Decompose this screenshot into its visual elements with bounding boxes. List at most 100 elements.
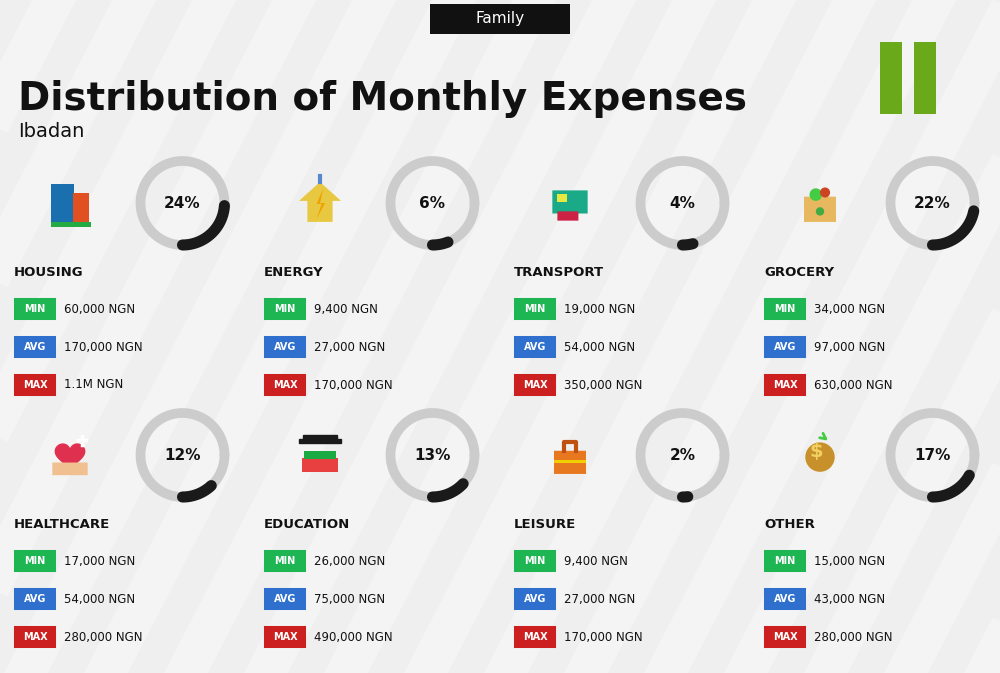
Text: ENERGY: ENERGY [264, 266, 324, 279]
FancyBboxPatch shape [14, 588, 56, 610]
Circle shape [805, 442, 835, 472]
FancyBboxPatch shape [73, 192, 89, 222]
Text: MIN: MIN [524, 304, 546, 314]
FancyBboxPatch shape [804, 197, 836, 222]
FancyBboxPatch shape [557, 194, 567, 202]
FancyBboxPatch shape [430, 4, 570, 34]
Text: OTHER: OTHER [764, 518, 815, 531]
FancyBboxPatch shape [264, 588, 306, 610]
Text: 54,000 NGN: 54,000 NGN [64, 592, 135, 606]
FancyBboxPatch shape [264, 550, 306, 572]
Text: 12%: 12% [164, 448, 201, 462]
Text: MAX: MAX [23, 380, 47, 390]
Text: 43,000 NGN: 43,000 NGN [814, 592, 885, 606]
Text: TRANSPORT: TRANSPORT [514, 266, 604, 279]
Text: AVG: AVG [774, 594, 796, 604]
Text: 24%: 24% [164, 195, 201, 211]
Text: 19,000 NGN: 19,000 NGN [564, 302, 635, 316]
Text: 170,000 NGN: 170,000 NGN [564, 631, 643, 643]
Text: MIN: MIN [524, 556, 546, 566]
FancyBboxPatch shape [764, 550, 806, 572]
FancyBboxPatch shape [264, 336, 306, 358]
Text: MAX: MAX [773, 380, 797, 390]
FancyBboxPatch shape [264, 298, 306, 320]
FancyBboxPatch shape [554, 451, 586, 474]
FancyBboxPatch shape [51, 184, 74, 222]
Text: 27,000 NGN: 27,000 NGN [564, 592, 635, 606]
Text: 22%: 22% [914, 195, 951, 211]
Text: AVG: AVG [24, 594, 46, 604]
Text: MAX: MAX [523, 632, 547, 642]
Circle shape [820, 188, 830, 198]
Text: HEALTHCARE: HEALTHCARE [14, 518, 110, 531]
Text: 350,000 NGN: 350,000 NGN [564, 378, 642, 392]
Circle shape [810, 188, 822, 201]
Text: MIN: MIN [24, 304, 46, 314]
FancyBboxPatch shape [514, 626, 556, 648]
Text: MAX: MAX [523, 380, 547, 390]
Text: 280,000 NGN: 280,000 NGN [64, 631, 143, 643]
FancyBboxPatch shape [14, 298, 56, 320]
Text: 9,400 NGN: 9,400 NGN [564, 555, 628, 567]
Text: MIN: MIN [274, 556, 296, 566]
FancyBboxPatch shape [514, 336, 556, 358]
Text: 75,000 NGN: 75,000 NGN [314, 592, 385, 606]
Text: 17,000 NGN: 17,000 NGN [64, 555, 135, 567]
Text: MIN: MIN [774, 304, 796, 314]
FancyBboxPatch shape [554, 460, 586, 464]
Polygon shape [303, 435, 337, 439]
FancyBboxPatch shape [514, 550, 556, 572]
Text: $: $ [810, 442, 823, 461]
FancyBboxPatch shape [764, 336, 806, 358]
Text: 26,000 NGN: 26,000 NGN [314, 555, 385, 567]
Text: Family: Family [475, 11, 525, 26]
Text: AVG: AVG [274, 342, 296, 352]
Text: 6%: 6% [420, 195, 446, 211]
FancyBboxPatch shape [514, 374, 556, 396]
Text: HOUSING: HOUSING [14, 266, 84, 279]
Polygon shape [317, 188, 325, 219]
Text: 60,000 NGN: 60,000 NGN [64, 302, 135, 316]
Text: MIN: MIN [274, 304, 296, 314]
Polygon shape [55, 444, 85, 470]
FancyBboxPatch shape [264, 374, 306, 396]
Text: 27,000 NGN: 27,000 NGN [314, 341, 385, 353]
Polygon shape [299, 182, 341, 222]
FancyBboxPatch shape [302, 458, 338, 472]
FancyBboxPatch shape [764, 626, 806, 648]
Text: MIN: MIN [24, 556, 46, 566]
Text: 490,000 NGN: 490,000 NGN [314, 631, 393, 643]
Text: Distribution of Monthly Expenses: Distribution of Monthly Expenses [18, 80, 747, 118]
FancyBboxPatch shape [52, 462, 88, 475]
Text: EDUCATION: EDUCATION [264, 518, 350, 531]
Text: AVG: AVG [524, 594, 546, 604]
Text: 9,400 NGN: 9,400 NGN [314, 302, 378, 316]
Text: 170,000 NGN: 170,000 NGN [64, 341, 143, 353]
Text: Ibadan: Ibadan [18, 122, 84, 141]
Text: 2%: 2% [670, 448, 696, 462]
Text: 15,000 NGN: 15,000 NGN [814, 555, 885, 567]
FancyBboxPatch shape [764, 298, 806, 320]
Text: AVG: AVG [274, 594, 296, 604]
Text: AVG: AVG [774, 342, 796, 352]
FancyBboxPatch shape [14, 374, 56, 396]
Text: MAX: MAX [23, 632, 47, 642]
FancyBboxPatch shape [14, 550, 56, 572]
Text: 54,000 NGN: 54,000 NGN [564, 341, 635, 353]
FancyBboxPatch shape [14, 336, 56, 358]
Text: 97,000 NGN: 97,000 NGN [814, 341, 885, 353]
FancyBboxPatch shape [264, 626, 306, 648]
Text: MAX: MAX [273, 380, 297, 390]
Text: MAX: MAX [773, 632, 797, 642]
FancyBboxPatch shape [514, 588, 556, 610]
FancyBboxPatch shape [764, 374, 806, 396]
FancyBboxPatch shape [304, 451, 336, 459]
Text: GROCERY: GROCERY [764, 266, 834, 279]
FancyBboxPatch shape [914, 42, 936, 114]
FancyBboxPatch shape [514, 298, 556, 320]
Text: 34,000 NGN: 34,000 NGN [814, 302, 885, 316]
Polygon shape [299, 439, 341, 444]
Text: AVG: AVG [524, 342, 546, 352]
Text: 17%: 17% [914, 448, 951, 462]
Text: LEISURE: LEISURE [514, 518, 576, 531]
